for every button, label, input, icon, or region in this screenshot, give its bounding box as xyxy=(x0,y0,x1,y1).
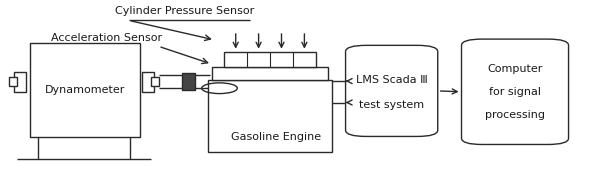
Text: Dynamometer: Dynamometer xyxy=(45,85,126,95)
Text: test system: test system xyxy=(359,100,424,110)
Text: LMS Scada Ⅲ: LMS Scada Ⅲ xyxy=(356,75,427,85)
Bar xyxy=(30,43,141,137)
Text: for signal: for signal xyxy=(489,87,541,97)
Bar xyxy=(9,78,17,86)
Bar xyxy=(207,80,333,152)
Text: processing: processing xyxy=(485,110,545,120)
FancyBboxPatch shape xyxy=(346,45,437,136)
Bar xyxy=(212,67,328,80)
Bar xyxy=(142,72,154,92)
Bar xyxy=(182,73,195,90)
Bar xyxy=(14,72,26,92)
Text: Gasoline Engine: Gasoline Engine xyxy=(231,132,321,142)
Text: Acceleration Sensor: Acceleration Sensor xyxy=(51,33,162,43)
Text: Cylinder Pressure Sensor: Cylinder Pressure Sensor xyxy=(116,6,254,16)
Bar xyxy=(224,53,316,67)
FancyBboxPatch shape xyxy=(461,39,569,145)
Text: Computer: Computer xyxy=(488,64,543,74)
Bar xyxy=(151,78,159,86)
